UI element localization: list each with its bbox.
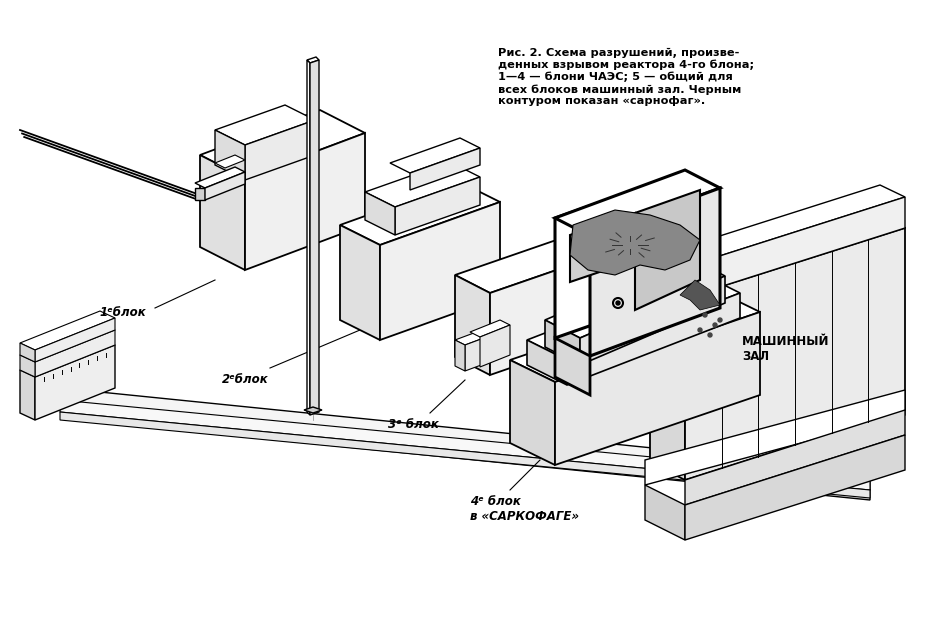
Polygon shape bbox=[570, 213, 635, 282]
Polygon shape bbox=[215, 130, 245, 180]
Polygon shape bbox=[635, 190, 700, 310]
Polygon shape bbox=[685, 228, 905, 480]
Polygon shape bbox=[307, 60, 310, 415]
Polygon shape bbox=[245, 133, 365, 270]
Polygon shape bbox=[35, 330, 115, 377]
Polygon shape bbox=[545, 258, 725, 338]
Polygon shape bbox=[80, 410, 870, 500]
Circle shape bbox=[616, 301, 620, 305]
Polygon shape bbox=[215, 155, 245, 168]
Polygon shape bbox=[567, 293, 740, 385]
Polygon shape bbox=[510, 290, 760, 382]
Polygon shape bbox=[685, 410, 905, 505]
Polygon shape bbox=[527, 340, 567, 385]
Polygon shape bbox=[685, 197, 905, 298]
Polygon shape bbox=[555, 170, 720, 236]
Polygon shape bbox=[465, 332, 500, 371]
Polygon shape bbox=[490, 255, 600, 375]
Polygon shape bbox=[20, 370, 35, 420]
Polygon shape bbox=[480, 325, 510, 367]
Polygon shape bbox=[555, 190, 635, 338]
Polygon shape bbox=[545, 320, 580, 365]
Polygon shape bbox=[20, 311, 115, 350]
Polygon shape bbox=[35, 318, 115, 362]
Polygon shape bbox=[455, 340, 465, 371]
Circle shape bbox=[718, 318, 722, 322]
Polygon shape bbox=[580, 276, 725, 365]
Polygon shape bbox=[570, 210, 700, 275]
Polygon shape bbox=[310, 60, 319, 415]
Polygon shape bbox=[395, 177, 480, 235]
Polygon shape bbox=[215, 105, 315, 145]
Polygon shape bbox=[307, 57, 319, 63]
Polygon shape bbox=[390, 138, 480, 173]
Circle shape bbox=[703, 313, 707, 317]
Polygon shape bbox=[455, 275, 490, 375]
Polygon shape bbox=[200, 110, 365, 178]
Polygon shape bbox=[195, 167, 245, 188]
Text: 3ᵉ блок: 3ᵉ блок bbox=[388, 418, 439, 431]
Polygon shape bbox=[555, 338, 590, 395]
Polygon shape bbox=[410, 148, 480, 190]
Polygon shape bbox=[20, 323, 115, 362]
Polygon shape bbox=[685, 435, 905, 540]
Text: Рис. 2. Схема разрушений, произве-
денных взрывом реактора 4-го блона;
1—4 — бло: Рис. 2. Схема разрушений, произве- денны… bbox=[498, 48, 754, 106]
Polygon shape bbox=[650, 280, 685, 480]
Polygon shape bbox=[60, 412, 870, 498]
Polygon shape bbox=[20, 343, 35, 362]
Polygon shape bbox=[380, 202, 500, 340]
Polygon shape bbox=[20, 338, 115, 377]
Polygon shape bbox=[510, 360, 555, 465]
Polygon shape bbox=[455, 327, 500, 345]
Polygon shape bbox=[340, 225, 380, 340]
Circle shape bbox=[708, 333, 712, 337]
Polygon shape bbox=[205, 172, 245, 200]
Text: 1ᵉблок: 1ᵉблок bbox=[100, 305, 147, 318]
Polygon shape bbox=[20, 355, 35, 377]
Polygon shape bbox=[455, 237, 600, 293]
Polygon shape bbox=[304, 407, 322, 413]
Polygon shape bbox=[650, 210, 905, 298]
Text: 4ᵉ блок
в «САРКОФАГЕ»: 4ᵉ блок в «САРКОФАГЕ» bbox=[470, 495, 579, 523]
Polygon shape bbox=[680, 280, 720, 310]
Polygon shape bbox=[470, 320, 510, 337]
Polygon shape bbox=[645, 390, 905, 485]
Polygon shape bbox=[200, 155, 245, 270]
Text: МАШИННЫЙ
ЗАЛ: МАШИННЫЙ ЗАЛ bbox=[742, 335, 829, 363]
Polygon shape bbox=[660, 185, 905, 267]
Text: 2ᵉблок: 2ᵉблок bbox=[222, 373, 269, 386]
Polygon shape bbox=[35, 345, 115, 420]
Polygon shape bbox=[80, 390, 870, 490]
Polygon shape bbox=[555, 312, 760, 465]
Circle shape bbox=[698, 328, 702, 332]
Polygon shape bbox=[340, 182, 500, 245]
Polygon shape bbox=[60, 400, 870, 490]
Polygon shape bbox=[527, 273, 740, 360]
Polygon shape bbox=[645, 485, 685, 540]
Circle shape bbox=[713, 323, 717, 327]
Polygon shape bbox=[245, 120, 315, 180]
Polygon shape bbox=[590, 188, 720, 356]
Polygon shape bbox=[195, 188, 205, 200]
Polygon shape bbox=[365, 162, 480, 207]
Polygon shape bbox=[365, 192, 395, 235]
